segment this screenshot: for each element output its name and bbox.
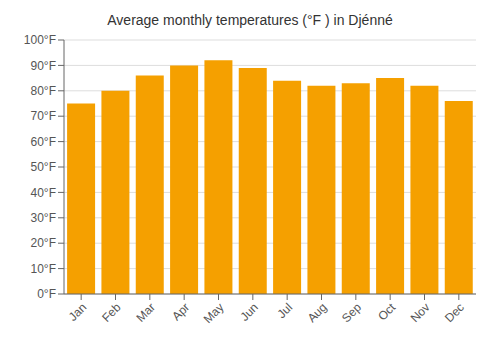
svg-text:Jul: Jul: [275, 300, 296, 321]
svg-text:Jan: Jan: [66, 300, 90, 324]
svg-text:Nov: Nov: [408, 300, 433, 325]
svg-text:Apr: Apr: [169, 300, 192, 323]
svg-text:May: May: [201, 300, 227, 326]
html-text:Average monthly temperatures (: Average monthly temperatures (°F ) in Dj…: [107, 12, 393, 28]
svg-text:20°F: 20°F: [31, 236, 56, 250]
svg-text:10°F: 10°F: [31, 262, 56, 276]
svg-text:50°F: 50°F: [31, 160, 56, 174]
svg-text:Mar: Mar: [133, 300, 158, 325]
svg-text:Sep: Sep: [339, 300, 364, 325]
svg-text:Aug: Aug: [305, 300, 330, 325]
svg-text:Dec: Dec: [442, 300, 467, 325]
svg-text:100°F: 100°F: [24, 33, 56, 47]
svg-text:40°F: 40°F: [31, 186, 56, 200]
svg-text:30°F: 30°F: [31, 211, 56, 225]
svg-text:80°F: 80°F: [31, 84, 56, 98]
svg-text:60°F: 60°F: [31, 135, 56, 149]
svg-text:0°F: 0°F: [37, 287, 56, 301]
svg-text:Feb: Feb: [99, 300, 124, 325]
svg-text:Jun: Jun: [237, 300, 261, 324]
svg-text:70°F: 70°F: [31, 109, 56, 123]
svg-text:90°F: 90°F: [31, 59, 56, 73]
svg-text:Oct: Oct: [375, 300, 399, 324]
